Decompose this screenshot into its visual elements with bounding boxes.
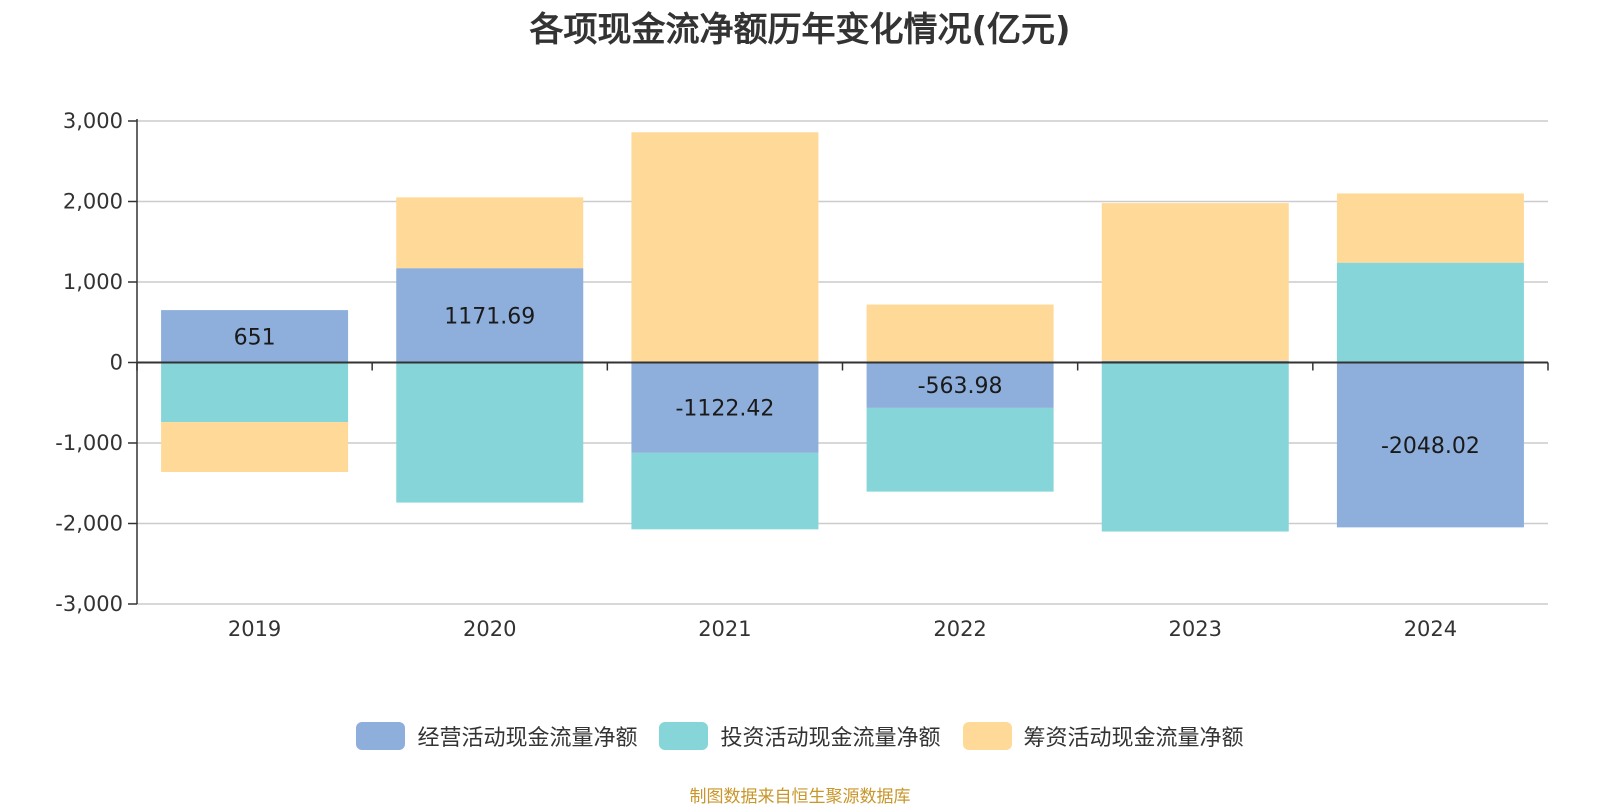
legend-item-financing[interactable]: 筹资活动现金流量净额 <box>962 720 1244 752</box>
legend-label-investing: 投资活动现金流量净额 <box>720 726 941 751</box>
data-label-operating-2024: -2048.02 <box>1381 434 1480 459</box>
bar-operating-2019 <box>161 310 349 363</box>
bar-investing-2024 <box>1336 262 1524 363</box>
legend-label-operating: 经营活动现金流量净额 <box>417 726 638 751</box>
bar-investing-2023 <box>1101 362 1289 532</box>
labels-layer: 651 1171.69 -1122.42 -563.98 -2048.02 <box>234 304 1480 459</box>
x-tick-label-2023: 2023 <box>1169 617 1222 641</box>
bar-investing-2019 <box>161 362 349 423</box>
bar-investing-2021 <box>631 452 819 530</box>
grid-layer <box>137 120 1548 605</box>
y-tick-label-2: 1,000 <box>63 270 123 294</box>
legend-item-investing[interactable]: 投资活动现金流量净额 <box>659 720 941 752</box>
bar-financing-2024 <box>1336 193 1524 263</box>
legend-label-financing: 筹资活动现金流量净额 <box>1023 726 1244 751</box>
chart-title: 各项现金流净额历年变化情况(亿元) <box>529 10 1071 50</box>
bar-financing-2023 <box>1101 203 1289 361</box>
bar-operating-2024 <box>1336 362 1524 528</box>
legend-swatch-financing <box>962 722 1012 750</box>
data-label-operating-2020: 1171.69 <box>444 304 535 329</box>
bar-operating-2021 <box>631 362 819 453</box>
x-tick-label-2021: 2021 <box>698 617 751 641</box>
data-label-operating-2019: 651 <box>234 325 276 350</box>
y-tick-label-0: 3,000 <box>63 109 123 133</box>
x-tick-label-2022: 2022 <box>933 617 986 641</box>
x-tick-label-2020: 2020 <box>463 617 516 641</box>
bar-operating-2020 <box>396 268 584 363</box>
data-label-operating-2022: -563.98 <box>918 374 1003 399</box>
bar-financing-2019 <box>161 422 349 472</box>
y-tick-label-1: 2,000 <box>63 190 123 214</box>
legend-item-operating[interactable]: 经营活动现金流量净额 <box>356 720 637 752</box>
bar-financing-2021 <box>631 132 819 363</box>
y-tick-label-4: -1,000 <box>55 431 123 455</box>
legend: 经营活动现金流量净额 投资活动现金流量净额 筹资活动现金流量净额 <box>0 720 1600 752</box>
bar-investing-2020 <box>396 362 584 503</box>
legend-swatch-operating <box>356 722 406 750</box>
bar-investing-2022 <box>866 407 1054 492</box>
bar-financing-2020 <box>396 197 584 269</box>
y-tick-label-6: -3,000 <box>55 592 123 616</box>
bars-layer <box>161 132 1524 532</box>
source-note: 制图数据来自恒生聚源数据库 <box>689 787 911 807</box>
bar-financing-2022 <box>866 304 1054 363</box>
x-tick-label-2019: 2019 <box>228 617 281 641</box>
data-label-operating-2021: -1122.42 <box>675 397 774 422</box>
y-tick-label-3: 0 <box>110 351 123 375</box>
bar-operating-2022 <box>866 362 1054 408</box>
x-tick-label-2024: 2024 <box>1404 617 1457 641</box>
legend-swatch-investing <box>659 722 709 750</box>
axis-layer: 3,000 2,000 1,000 0 -1,000 -2,000 -3,000 2019 20… <box>55 109 1549 641</box>
y-tick-label-5: -2,000 <box>55 512 123 536</box>
